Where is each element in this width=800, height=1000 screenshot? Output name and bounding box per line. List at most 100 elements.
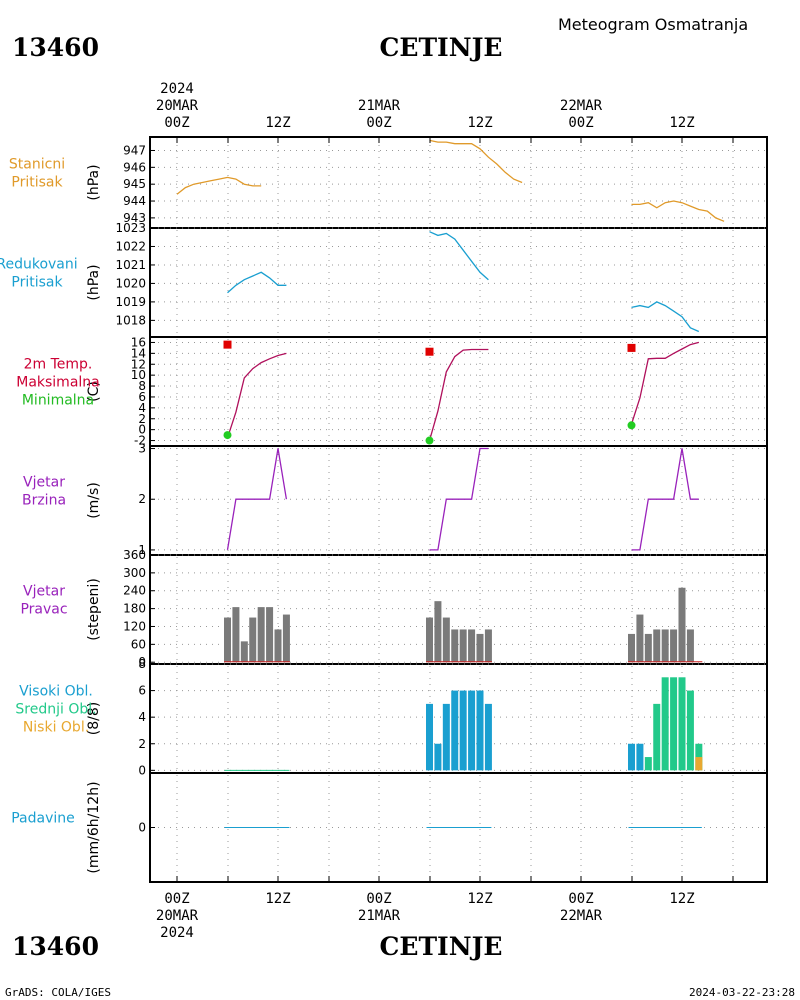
top-axis-hour: 00Z	[366, 115, 391, 131]
panel-label: Pravac	[20, 602, 67, 618]
product-title: Meteogram Osmatranja	[558, 15, 748, 34]
direction-bar	[224, 617, 231, 663]
series-line	[429, 231, 489, 281]
series-line	[631, 301, 700, 333]
bottom-axis-date: 21MAR	[358, 908, 401, 924]
direction-bar	[644, 633, 652, 663]
top-axis-hour: 12Z	[669, 115, 694, 131]
cloud-bar	[661, 677, 669, 771]
bottom-axis-hour: 00Z	[568, 891, 593, 907]
cloud-bar	[484, 703, 492, 771]
cloud-bar	[644, 757, 652, 771]
y-tick-label: 12	[131, 357, 146, 371]
series-line	[630, 341, 699, 425]
y-tick-label: 1023	[115, 221, 146, 235]
plot-frame	[149, 136, 768, 883]
y-tick-label: 1018	[115, 313, 146, 327]
panel-label: Minimalna	[22, 393, 94, 409]
cloud-bar	[426, 703, 433, 771]
panel-label: Srednji Obl.	[15, 702, 96, 718]
bottom-axis-hour: 12Z	[265, 891, 290, 907]
cloud-bar	[476, 690, 484, 771]
y-axis-unit: (stepeni)	[86, 578, 102, 641]
y-tick-label: 6	[138, 684, 146, 698]
direction-bar	[426, 617, 433, 663]
panel-label: Vjetar	[23, 475, 65, 491]
y-tick-label: 8	[138, 657, 146, 671]
y-tick-label: 0	[138, 763, 146, 777]
y-tick-label: 1020	[115, 276, 146, 290]
panel-label: Niski Obl.	[23, 720, 89, 736]
direction-bar	[266, 607, 274, 663]
station-id-bottom: 13460	[12, 932, 99, 961]
panel-label: Redukovani	[0, 257, 78, 273]
direction-bar	[484, 629, 492, 663]
bottom-axis-hour: 00Z	[366, 891, 391, 907]
direction-bar	[240, 641, 248, 663]
direction-bar	[653, 629, 661, 663]
series-line	[176, 176, 262, 195]
series-line	[429, 139, 523, 184]
y-tick-label: 1022	[115, 239, 146, 253]
series-line	[631, 200, 725, 222]
y-tick-label: 1021	[115, 258, 146, 272]
y-tick-label: 16	[131, 335, 146, 349]
y-axis-unit: (m/s)	[86, 482, 102, 519]
y-axis-unit: (hPa)	[86, 264, 102, 300]
y-tick-label: 10	[131, 368, 146, 382]
direction-bar	[249, 617, 257, 663]
y-tick-label: 0	[138, 423, 146, 437]
y-tick-label: 180	[123, 602, 146, 616]
panels: 943944945946947(hPa)StanicniPritisak1018…	[0, 137, 767, 882]
top-axis-date: 20MAR	[156, 98, 199, 114]
panel-label: Padavine	[11, 811, 75, 827]
direction-bar	[434, 601, 442, 663]
top-axis-hour: 12Z	[467, 115, 492, 131]
y-tick-label: 300	[123, 566, 146, 580]
direction-bar	[468, 629, 476, 663]
y-tick-label: 6	[138, 390, 146, 404]
y-tick-label: 1	[138, 543, 146, 557]
cloud-bar	[442, 703, 450, 771]
bottom-axis-hour: 12Z	[669, 891, 694, 907]
direction-bar	[459, 629, 467, 663]
y-tick-label: 4	[138, 401, 146, 415]
panel-label: Visoki Obl.	[19, 684, 93, 700]
direction-bar	[678, 587, 686, 663]
direction-bar	[661, 629, 669, 663]
direction-bar	[442, 617, 450, 663]
y-tick-label: 3	[138, 442, 146, 456]
top-axis-hour: 00Z	[568, 115, 593, 131]
max-temp-marker	[223, 340, 232, 349]
direction-bar	[282, 614, 290, 663]
top-axis-date: 21MAR	[358, 98, 401, 114]
top-axis-year: 2024	[160, 81, 194, 97]
cloud-bar	[653, 703, 661, 771]
y-tick-label: 944	[123, 194, 146, 208]
cloud-bar	[695, 757, 703, 771]
cloud-bar	[468, 690, 476, 771]
station-name-top: CETINJE	[380, 33, 503, 62]
y-tick-label: 120	[123, 619, 146, 633]
bottom-axis-date: 22MAR	[560, 908, 603, 924]
footer-timestamp: 2024-03-22-23:28	[689, 986, 795, 999]
cloud-bar	[459, 690, 467, 771]
y-axis-unit: (8/8)	[86, 702, 102, 735]
min-temp-marker	[425, 436, 434, 445]
y-tick-label: 2	[138, 412, 146, 426]
y-axis-unit: (hPa)	[86, 164, 102, 200]
y-axis-unit: (C)	[86, 381, 102, 402]
direction-bar	[274, 629, 282, 663]
y-tick-label: 946	[123, 160, 146, 174]
cloud-bar	[451, 690, 459, 771]
panel-label: Pritisak	[11, 275, 63, 291]
direction-bar	[636, 614, 644, 663]
direction-bar	[476, 633, 484, 663]
direction-bar	[232, 607, 240, 663]
panel-label: Stanicni	[9, 157, 65, 173]
bottom-axis-date: 20MAR	[156, 908, 199, 924]
bottom-axis-year: 2024	[160, 925, 194, 941]
y-tick-label: 4	[138, 710, 146, 724]
cloud-bar	[670, 677, 678, 771]
